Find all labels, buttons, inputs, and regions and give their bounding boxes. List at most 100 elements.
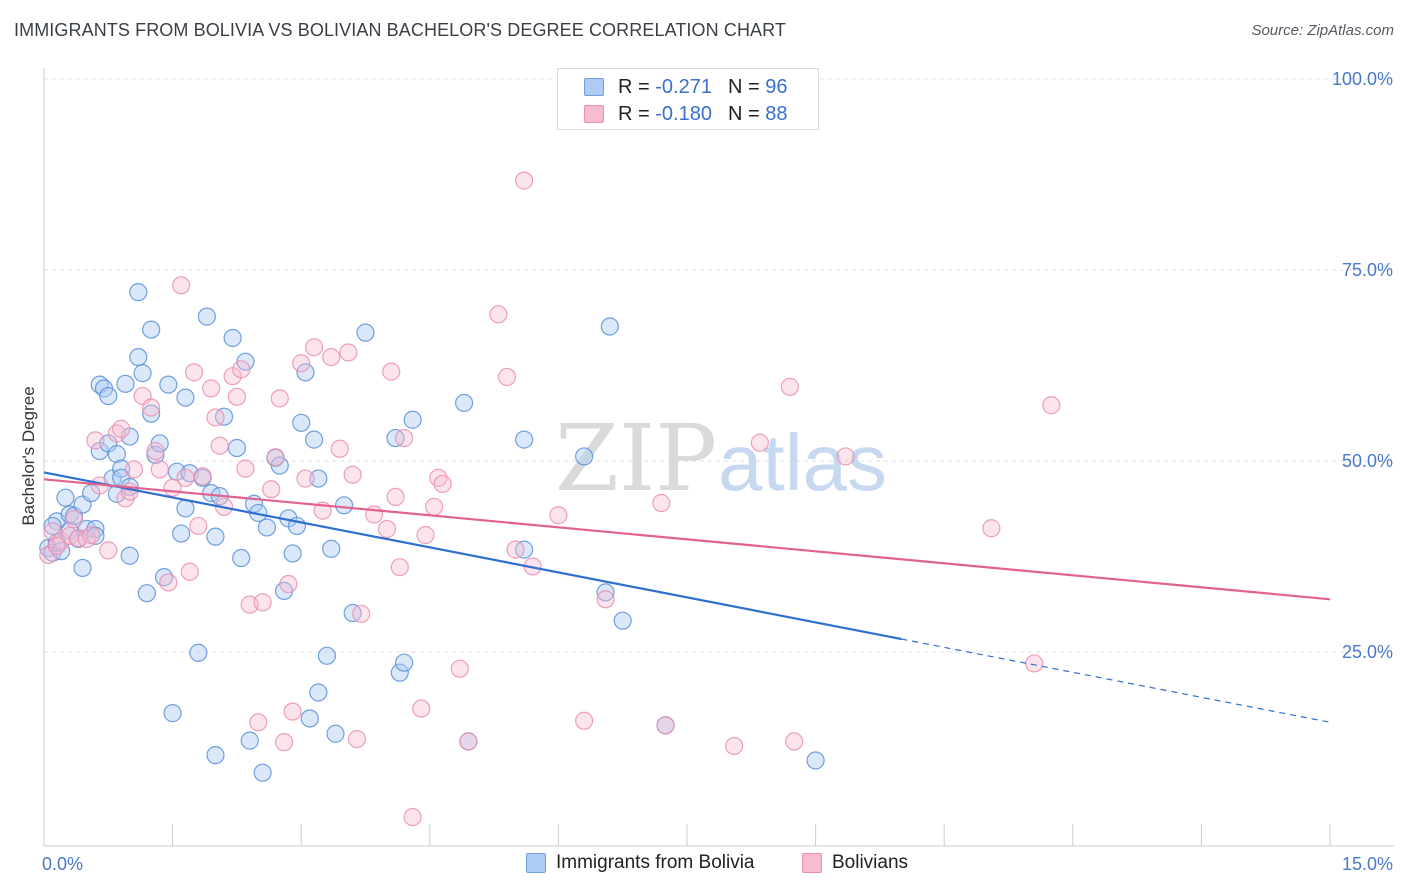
source-label: Source: ZipAtlas.com [1251, 22, 1394, 39]
point-bolivians [172, 276, 191, 295]
point-bolivians [982, 519, 1001, 538]
legend-n-value-bolivians: 88 [765, 102, 788, 125]
point-bolivia [189, 643, 208, 662]
point-bolivians [142, 398, 161, 417]
point-bolivia [120, 546, 139, 565]
point-bolivia [206, 746, 225, 765]
point-bolivians [785, 732, 804, 751]
point-bolivians [322, 347, 341, 367]
legend-row-bolivians: R = -0.180 N = 88 [584, 101, 787, 127]
point-bolivians [450, 659, 469, 678]
point-bolivians [339, 343, 358, 362]
point-bolivia [176, 388, 195, 407]
point-bolivians [210, 436, 229, 455]
point-bolivians [1042, 396, 1061, 415]
point-bolivians [347, 729, 367, 749]
point-bolivia [390, 663, 409, 682]
point-bolivians [433, 474, 452, 494]
legend-row-bolivia: R = -0.271 N = 96 [584, 74, 787, 100]
point-bolivia [806, 751, 825, 770]
legend-swatch-bolivia [584, 78, 604, 96]
watermark-zip: ZIP [555, 405, 717, 512]
point-bolivia [613, 611, 632, 630]
point-bolivians [497, 367, 517, 387]
legend-r-value-bolivia: -0.271 [655, 75, 712, 98]
point-bolivia [137, 584, 156, 603]
point-bolivians [206, 408, 225, 427]
chart-title: IMMIGRANTS FROM BOLIVIA VS BOLIVIAN BACH… [14, 20, 787, 40]
point-bolivia [129, 283, 148, 302]
point-bolivians [249, 713, 268, 732]
point-bolivia [227, 438, 246, 458]
point-bolivia [142, 404, 161, 423]
point-bolivia [232, 548, 251, 568]
x-tick-label: 15.0% [1342, 854, 1393, 874]
point-bolivia [309, 469, 328, 488]
point-bolivians [47, 536, 66, 555]
point-bolivians [330, 439, 349, 458]
point-bolivia [600, 317, 619, 336]
legend-r-label: R = [618, 102, 650, 125]
point-bolivia [133, 364, 152, 383]
point-bolivians [725, 736, 744, 756]
point-bolivians [159, 573, 178, 592]
point-bolivia [322, 539, 341, 558]
point-bolivia [142, 320, 161, 339]
trend-line-bolivia [43, 471, 902, 641]
trend-line-bolivia-extrapolated [901, 638, 1331, 723]
point-bolivians [266, 448, 285, 467]
point-bolivians [412, 699, 431, 718]
point-bolivia [292, 413, 311, 432]
point-bolivians [836, 447, 855, 466]
point-bolivians [193, 467, 212, 486]
point-bolivians [382, 362, 401, 381]
point-bolivia [116, 374, 135, 393]
point-bolivians [176, 468, 195, 487]
trend-lines [43, 471, 1331, 723]
point-bolivians [283, 702, 302, 721]
legend-swatch-bolivians [584, 105, 604, 123]
point-bolivians [124, 460, 144, 479]
point-bolivians [146, 441, 165, 461]
point-bolivia [454, 393, 474, 413]
legend-item-bolivians: Bolivians [802, 852, 908, 874]
legend-label-bolivia: Immigrants from Bolivia [556, 852, 755, 873]
y-tick-label: 50.0% [1342, 451, 1393, 471]
point-bolivia [73, 558, 92, 578]
point-bolivians [459, 732, 478, 751]
point-bolivians [394, 428, 414, 448]
y-tick-label: 100.0% [1332, 69, 1393, 89]
x-tick-label: 0.0% [42, 854, 83, 874]
point-bolivians [343, 465, 362, 484]
point-bolivians [262, 480, 281, 499]
point-bolivians [270, 389, 289, 408]
point-bolivia [334, 496, 354, 515]
point-bolivia [326, 724, 345, 743]
point-bolivia [176, 499, 195, 518]
point-bolivians [202, 379, 221, 398]
legend-swatch [802, 853, 822, 873]
point-bolivians [232, 360, 251, 379]
point-bolivia [223, 328, 242, 348]
point-bolivians [64, 509, 84, 529]
point-bolivia [596, 583, 615, 602]
point-bolivia [394, 653, 414, 672]
point-bolivians [549, 506, 568, 525]
y-tick-labels: 25.0% 50.0% 75.0% 100.0% [1332, 69, 1393, 662]
point-bolivia [197, 307, 216, 326]
point-bolivia [575, 447, 594, 466]
legend-swatch [526, 853, 546, 873]
point-bolivians [352, 604, 371, 623]
x-tick-labels: 0.0% 15.0% [42, 854, 1393, 874]
point-bolivia [112, 459, 131, 478]
legend-r-label: R = [618, 75, 650, 98]
point-bolivians [236, 459, 255, 478]
legend-n-label: N = [727, 75, 760, 98]
point-bolivians [82, 526, 101, 545]
point-bolivians [750, 433, 769, 452]
point-bolivia [309, 683, 328, 702]
point-bolivians [515, 171, 534, 190]
point-bolivia [163, 704, 182, 723]
point-bolivia [253, 763, 272, 782]
point-bolivia [240, 731, 259, 750]
